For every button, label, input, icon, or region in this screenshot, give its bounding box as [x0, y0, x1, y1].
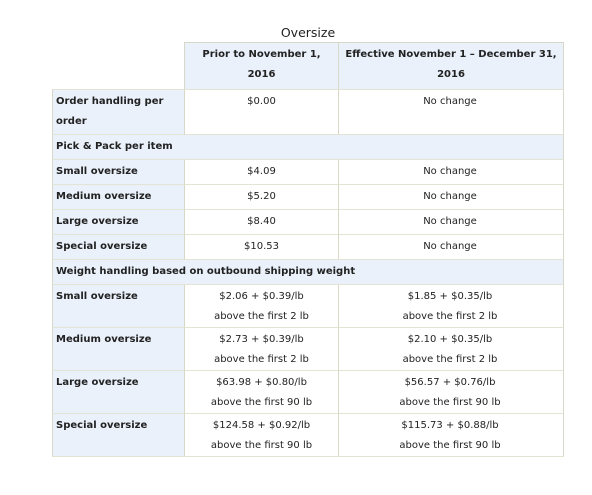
effective-rate: $56.57 + $0.76/lb	[404, 377, 496, 388]
table-row: Large oversize $63.98 + $0.80/lb above t…	[52, 371, 564, 414]
prior-value: $0.00	[184, 90, 338, 135]
effective-threshold: above the first 2 lb	[402, 354, 498, 365]
table-row: Small oversize $4.09 No change	[52, 160, 564, 185]
header-row: Prior to November 1, 2016 Effective Nove…	[52, 42, 564, 90]
prior-value: $2.06 + $0.39/lb above the first 2 lb	[184, 285, 338, 328]
effective-value: No change	[338, 160, 564, 185]
prior-rate: $2.73 + $0.39/lb	[219, 334, 304, 345]
row-label: Small oversize	[52, 160, 184, 185]
row-label: Small oversize	[52, 285, 184, 328]
oversize-fee-table: Prior to November 1, 2016 Effective Nove…	[52, 42, 564, 457]
effective-value: No change	[338, 90, 564, 135]
table-row: Medium oversize $2.73 + $0.39/lb above t…	[52, 328, 564, 371]
row-label: Order handling per order	[52, 90, 184, 135]
row-label: Large oversize	[52, 210, 184, 235]
effective-rate: $115.73 + $0.88/lb	[401, 420, 499, 431]
effective-rate: $1.85 + $0.35/lb	[407, 291, 493, 302]
prior-threshold: above the first 2 lb	[214, 354, 309, 365]
prior-value: $4.09	[184, 160, 338, 185]
prior-threshold: above the first 2 lb	[214, 311, 309, 322]
section-row-weight-handling: Weight handling based on outbound shippi…	[52, 260, 564, 285]
prior-rate: $2.06 + $0.39/lb	[219, 291, 304, 302]
table-title: Oversize	[280, 25, 336, 40]
table-row: Special oversize $10.53 No change	[52, 235, 564, 260]
row-label: Special oversize	[52, 235, 184, 260]
order-handling-row: Order handling per order $0.00 No change	[52, 90, 564, 135]
effective-threshold: above the first 90 lb	[399, 440, 501, 451]
column-header-prior: Prior to November 1, 2016	[184, 42, 338, 90]
table-row: Special oversize $124.58 + $0.92/lb abov…	[52, 414, 564, 457]
row-label: Large oversize	[52, 371, 184, 414]
row-label: Medium oversize	[52, 185, 184, 210]
effective-value: No change	[338, 235, 564, 260]
effective-value: No change	[338, 185, 564, 210]
effective-value: $2.10 + $0.35/lb above the first 2 lb	[338, 328, 564, 371]
table-row: Large oversize $8.40 No change	[52, 210, 564, 235]
effective-value: $115.73 + $0.88/lb above the first 90 lb	[338, 414, 564, 457]
effective-threshold: above the first 90 lb	[399, 397, 501, 408]
prior-threshold: above the first 90 lb	[210, 440, 313, 451]
prior-value: $124.58 + $0.92/lb above the first 90 lb	[184, 414, 338, 457]
prior-value: $63.98 + $0.80/lb above the first 90 lb	[184, 371, 338, 414]
effective-value: $1.85 + $0.35/lb above the first 2 lb	[338, 285, 564, 328]
section-label: Weight handling based on outbound shippi…	[52, 260, 564, 285]
row-label: Medium oversize	[52, 328, 184, 371]
prior-value: $5.20	[184, 185, 338, 210]
effective-value: $56.57 + $0.76/lb above the first 90 lb	[338, 371, 564, 414]
prior-value: $2.73 + $0.39/lb above the first 2 lb	[184, 328, 338, 371]
row-label: Special oversize	[52, 414, 184, 457]
effective-value: No change	[338, 210, 564, 235]
effective-rate: $2.10 + $0.35/lb	[407, 334, 493, 345]
table-row: Small oversize $2.06 + $0.39/lb above th…	[52, 285, 564, 328]
section-label: Pick & Pack per item	[52, 135, 564, 160]
column-header-effective: Effective November 1 – December 31, 2016	[338, 42, 564, 90]
effective-threshold: above the first 2 lb	[402, 311, 498, 322]
prior-threshold: above the first 90 lb	[210, 397, 313, 408]
prior-rate: $124.58 + $0.92/lb	[212, 420, 311, 431]
table-row: Medium oversize $5.20 No change	[52, 185, 564, 210]
header-blank-cell	[52, 42, 184, 90]
section-row-pick-pack: Pick & Pack per item	[52, 135, 564, 160]
prior-value: $10.53	[184, 235, 338, 260]
prior-value: $8.40	[184, 210, 338, 235]
prior-rate: $63.98 + $0.80/lb	[216, 377, 307, 388]
